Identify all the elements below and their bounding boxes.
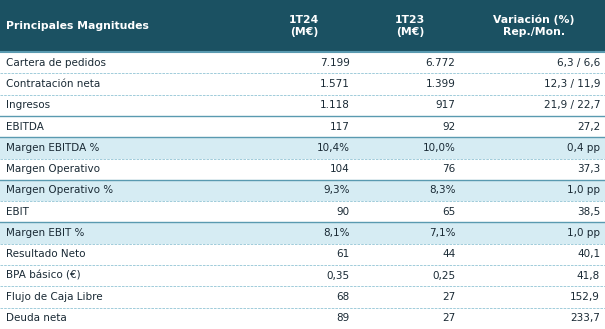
- Text: 104: 104: [330, 164, 350, 174]
- Text: Flujo de Caja Libre: Flujo de Caja Libre: [6, 292, 103, 302]
- Text: 37,3: 37,3: [577, 164, 600, 174]
- Text: EBITDA: EBITDA: [6, 121, 44, 132]
- Bar: [0, 137, 605, 159]
- Text: 6,3 / 6,6: 6,3 / 6,6: [557, 58, 600, 68]
- Text: 7,1%: 7,1%: [429, 228, 456, 238]
- Text: 1.571: 1.571: [320, 79, 350, 89]
- Text: 9,3%: 9,3%: [323, 186, 350, 195]
- Bar: [0, 0, 605, 52]
- Text: 233,7: 233,7: [571, 313, 600, 323]
- Text: 7.199: 7.199: [320, 58, 350, 68]
- Text: 117: 117: [330, 121, 350, 132]
- Bar: [0, 222, 605, 244]
- Text: 90: 90: [336, 207, 350, 217]
- Text: Margen Operativo: Margen Operativo: [6, 164, 100, 174]
- Text: Deuda neta: Deuda neta: [6, 313, 67, 323]
- Text: 1T23
(M€): 1T23 (M€): [394, 15, 425, 37]
- Text: Margen EBIT %: Margen EBIT %: [6, 228, 85, 238]
- Text: 38,5: 38,5: [577, 207, 600, 217]
- Text: 1T24
(M€): 1T24 (M€): [289, 15, 319, 37]
- Text: Contratación neta: Contratación neta: [6, 79, 100, 89]
- Text: 89: 89: [336, 313, 350, 323]
- Text: Ingresos: Ingresos: [6, 100, 50, 110]
- Text: 0,35: 0,35: [327, 271, 350, 281]
- Text: 1,0 pp: 1,0 pp: [567, 228, 600, 238]
- Text: EBIT: EBIT: [6, 207, 29, 217]
- Text: 68: 68: [336, 292, 350, 302]
- Text: 0,25: 0,25: [433, 271, 456, 281]
- Text: 917: 917: [436, 100, 456, 110]
- Text: 65: 65: [442, 207, 456, 217]
- Text: Margen EBITDA %: Margen EBITDA %: [6, 143, 99, 153]
- Text: 27: 27: [442, 292, 456, 302]
- Bar: [0, 180, 605, 201]
- Text: 61: 61: [336, 249, 350, 260]
- Text: 27,2: 27,2: [577, 121, 600, 132]
- Text: 12,3 / 11,9: 12,3 / 11,9: [544, 79, 600, 89]
- Text: Principales Magnitudes: Principales Magnitudes: [6, 21, 149, 31]
- Text: 6.772: 6.772: [426, 58, 456, 68]
- Text: 27: 27: [442, 313, 456, 323]
- Text: 152,9: 152,9: [571, 292, 600, 302]
- Text: 10,4%: 10,4%: [316, 143, 350, 153]
- Text: 0,4 pp: 0,4 pp: [567, 143, 600, 153]
- Text: 8,1%: 8,1%: [323, 228, 350, 238]
- Text: BPA básico (€): BPA básico (€): [6, 271, 80, 281]
- Text: Resultado Neto: Resultado Neto: [6, 249, 85, 260]
- Text: Margen Operativo %: Margen Operativo %: [6, 186, 113, 195]
- Text: 76: 76: [442, 164, 456, 174]
- Text: 92: 92: [442, 121, 456, 132]
- Text: 44: 44: [442, 249, 456, 260]
- Text: 40,1: 40,1: [577, 249, 600, 260]
- Text: 8,3%: 8,3%: [429, 186, 456, 195]
- Text: Cartera de pedidos: Cartera de pedidos: [6, 58, 106, 68]
- Text: Variación (%)
Rep./Mon.: Variación (%) Rep./Mon.: [493, 14, 575, 38]
- Text: 41,8: 41,8: [577, 271, 600, 281]
- Text: 1.399: 1.399: [426, 79, 456, 89]
- Text: 1,0 pp: 1,0 pp: [567, 186, 600, 195]
- Text: 21,9 / 22,7: 21,9 / 22,7: [544, 100, 600, 110]
- Text: 10,0%: 10,0%: [423, 143, 456, 153]
- Text: 1.118: 1.118: [320, 100, 350, 110]
